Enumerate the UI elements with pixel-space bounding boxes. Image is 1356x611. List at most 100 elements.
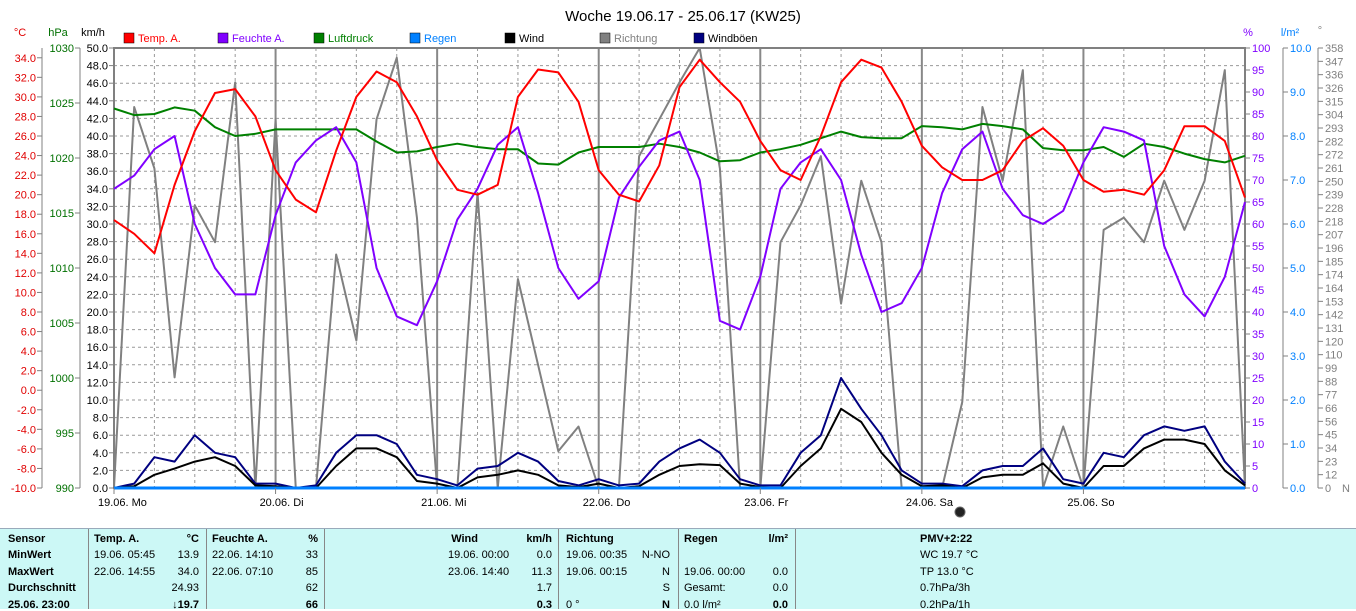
axis-tick-label-humidity: 70 bbox=[1252, 175, 1264, 187]
humidity-time: 22.06. 14:10 bbox=[212, 549, 273, 561]
axis-tick-label-direction: 272 bbox=[1325, 150, 1343, 162]
axis-tick-label-temp: 10.0 bbox=[15, 287, 36, 299]
extra-info: WC 19.7 °C bbox=[920, 549, 978, 561]
axis-tick-label-temp: 4.0 bbox=[21, 346, 36, 358]
axis-tick-label-wind: 8.0 bbox=[93, 413, 108, 425]
x-axis-day-label: 19.06. Mo bbox=[98, 497, 147, 509]
wind-time: 19.06. 00:00 bbox=[448, 549, 509, 561]
direction-time: 19.06. 00:35 bbox=[566, 549, 627, 561]
rain-time: 0.0 l/m² bbox=[684, 599, 721, 611]
axis-tick-label-wind: 18.0 bbox=[87, 325, 108, 337]
temp-value: 24.93 bbox=[171, 582, 199, 594]
axis-tick-label-wind: 14.0 bbox=[87, 360, 108, 372]
axis-tick-label-humidity: 45 bbox=[1252, 285, 1264, 297]
column-divider bbox=[324, 529, 325, 609]
axis-tick-label-humidity: 85 bbox=[1252, 109, 1264, 121]
axis-tick-label-direction: 142 bbox=[1325, 310, 1343, 322]
extra-info: TP 13.0 °C bbox=[920, 566, 974, 578]
axis-tick-label-direction: 261 bbox=[1325, 163, 1343, 175]
humidity-value: 33 bbox=[306, 549, 318, 561]
axis-tick-label-temp: 22.0 bbox=[15, 170, 36, 182]
axis-tick-label-wind: 0.0 bbox=[93, 483, 108, 495]
row-label: MaxWert bbox=[8, 566, 54, 578]
axis-tick-label-temp: 26.0 bbox=[15, 131, 36, 143]
row-label: MinWert bbox=[8, 549, 51, 561]
axis-tick-label-wind: 10.0 bbox=[87, 395, 108, 407]
axis-tick-label-humidity: 80 bbox=[1252, 131, 1264, 143]
axis-tick-label-rain: 4.0 bbox=[1290, 307, 1305, 319]
axis-tick-label-rain: 7.0 bbox=[1290, 175, 1305, 187]
axis-tick-label-temp: -6.0 bbox=[17, 444, 36, 456]
weather-chart: Woche 19.06.17 - 25.06.17 (KW25) °C hPa … bbox=[0, 0, 1356, 528]
axis-tick-label-wind: 44.0 bbox=[87, 96, 108, 108]
column-divider bbox=[88, 529, 89, 609]
axis-tick-label-direction: 153 bbox=[1325, 296, 1343, 308]
axis-tick-label-direction: 34 bbox=[1325, 443, 1337, 455]
axis-tick-label-wind: 6.0 bbox=[93, 430, 108, 442]
header-humidity: Feuchte A. bbox=[212, 533, 268, 545]
axis-tick-label-direction: 228 bbox=[1325, 203, 1343, 215]
legend-swatch bbox=[218, 33, 228, 43]
row-label: 25.06. 23:00 bbox=[8, 599, 70, 611]
axis-tick-label-humidity: 15 bbox=[1252, 417, 1264, 429]
direction-value: S bbox=[663, 582, 670, 594]
axis-tick-label-humidity: 20 bbox=[1252, 395, 1264, 407]
chart-title: Woche 19.06.17 - 25.06.17 (KW25) bbox=[565, 8, 801, 25]
axis-tick-label-humidity: 75 bbox=[1252, 153, 1264, 165]
axis-tick-label-direction: 12 bbox=[1325, 470, 1337, 482]
axis-tick-label-humidity: 30 bbox=[1252, 351, 1264, 363]
axis-tick-label-humidity: 55 bbox=[1252, 241, 1264, 253]
column-divider bbox=[558, 529, 559, 609]
axis-tick-label-pressure: 1025 bbox=[50, 98, 74, 110]
axis-tick-label-direction: 315 bbox=[1325, 96, 1343, 108]
axis-tick-label-pressure: 1000 bbox=[50, 373, 74, 385]
wind-value: 11.3 bbox=[531, 566, 552, 578]
axis-tick-label-humidity: 90 bbox=[1252, 87, 1264, 99]
direction-value: N bbox=[662, 566, 670, 578]
header-rain-unit: l/m² bbox=[768, 533, 788, 545]
axis-tick-label-direction: 239 bbox=[1325, 190, 1343, 202]
temp-value: 34.0 bbox=[178, 566, 199, 578]
axis-tick-label-temp: 32.0 bbox=[15, 72, 36, 84]
column-divider bbox=[678, 529, 679, 609]
axis-tick-label-humidity: 60 bbox=[1252, 219, 1264, 231]
axis-tick-label-wind: 48.0 bbox=[87, 61, 108, 73]
axis-tick-label-wind: 16.0 bbox=[87, 342, 108, 354]
axis-tick-label-direction: 131 bbox=[1325, 323, 1343, 335]
axis-direction-n-label: N bbox=[1342, 483, 1350, 495]
x-axis-day-label: 20.06. Di bbox=[260, 497, 304, 509]
axis-tick-label-temp: 28.0 bbox=[15, 111, 36, 123]
axis-tick-label-direction: 110 bbox=[1325, 350, 1343, 362]
axis-tick-label-wind: 36.0 bbox=[87, 166, 108, 178]
axis-tick-label-rain: 0.0 bbox=[1290, 483, 1305, 495]
axis-tick-label-wind: 46.0 bbox=[87, 78, 108, 90]
axis-tick-label-pressure: 1005 bbox=[50, 318, 74, 330]
humidity-value: 66 bbox=[306, 599, 318, 611]
rain-value: 0.0 bbox=[773, 582, 788, 594]
humidity-value: 62 bbox=[306, 582, 318, 594]
axis-tick-label-pressure: 995 bbox=[56, 428, 74, 440]
axis-tick-label-rain: 2.0 bbox=[1290, 395, 1305, 407]
temp-value: 13.9 bbox=[178, 549, 199, 561]
axis-tick-label-direction: 0 bbox=[1325, 483, 1331, 495]
axis-tick-label-wind: 30.0 bbox=[87, 219, 108, 231]
header-temp: Temp. A. bbox=[94, 533, 139, 545]
axis-tick-label-direction: 120 bbox=[1325, 336, 1343, 348]
wind-value: 0.0 bbox=[537, 549, 552, 561]
axis-tick-label-direction: 23 bbox=[1325, 456, 1337, 468]
axis-tick-label-wind: 26.0 bbox=[87, 254, 108, 266]
legend-swatch bbox=[694, 33, 704, 43]
axis-tick-label-wind: 42.0 bbox=[87, 113, 108, 125]
temp-time: 19.06. 05:45 bbox=[94, 549, 155, 561]
axis-tick-label-wind: 4.0 bbox=[93, 448, 108, 460]
axis-tick-label-temp: -4.0 bbox=[17, 424, 36, 436]
moon-phase-icon bbox=[955, 507, 965, 517]
x-axis-day-label: 25.06. So bbox=[1067, 497, 1114, 509]
axis-tick-label-humidity: 40 bbox=[1252, 307, 1264, 319]
axis-tick-label-direction: 358 bbox=[1325, 43, 1343, 55]
axis-tick-label-direction: 99 bbox=[1325, 363, 1337, 375]
legend-label: Feuchte A. bbox=[232, 33, 285, 45]
axis-tick-label-wind: 32.0 bbox=[87, 201, 108, 213]
axis-tick-label-wind: 22.0 bbox=[87, 289, 108, 301]
